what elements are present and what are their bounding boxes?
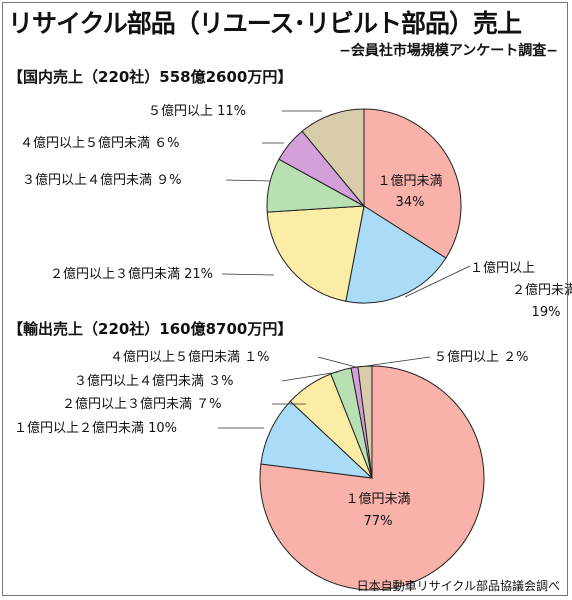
slice-label: １億円以上２億円未満 10% bbox=[14, 420, 177, 436]
export-sales-heading: 【輸出売上（220社）160億8700万円】 bbox=[8, 320, 293, 338]
leader-line bbox=[317, 356, 357, 368]
slice-label: ３億円以上４億円未満 ９% bbox=[22, 172, 182, 188]
pie-slice bbox=[301, 108, 365, 208]
slice-value-label: 34% bbox=[396, 195, 425, 210]
slice-label: ４億円以上５億円未満 ６% bbox=[20, 135, 180, 151]
slice-value-label: 77% bbox=[364, 514, 393, 529]
pie-export: １億円未満 77% １億円以上２億円未満 10% ２億円以上３億円未満 ７% ３億円以上… bbox=[14, 349, 529, 591]
leader-line bbox=[404, 265, 471, 298]
slice-value-label: 19% bbox=[532, 305, 561, 320]
slice-label: ２億円未満 bbox=[512, 282, 572, 298]
source-note: 日本自動車リサイクル部品協議会調べ bbox=[356, 579, 560, 593]
slice-label: ３億円以上４億円未満 ３% bbox=[74, 373, 234, 389]
slice-label: １億円未満 bbox=[345, 491, 410, 507]
slice-label: ２億円以上３億円未満 21% bbox=[50, 266, 213, 282]
pie-slice bbox=[345, 205, 447, 304]
slice-label: ５億円以上 ２% bbox=[434, 349, 529, 365]
leader-line bbox=[281, 371, 339, 382]
slice-label: １億円未満 bbox=[377, 173, 442, 189]
chart-title: リサイクル部品（リユース･リビルト部品）売上 bbox=[8, 9, 522, 38]
slice-label: ５億円以上 11% bbox=[148, 103, 246, 119]
pie-slice bbox=[266, 205, 365, 302]
slice-label: ４億円以上５億円未満 １% bbox=[110, 349, 270, 365]
domestic-sales-heading: 【国内売上（220社）558億2600万円】 bbox=[8, 68, 293, 86]
leader-line bbox=[365, 356, 431, 367]
pie-slice bbox=[357, 365, 373, 479]
leader-line bbox=[225, 179, 271, 182]
chart-frame bbox=[2, 2, 568, 596]
chart-subtitle: −会員社市場規模アンケート調査− bbox=[339, 43, 558, 59]
pie-slice bbox=[363, 108, 462, 259]
leader-line bbox=[221, 273, 275, 276]
slice-label: １億円以上 bbox=[470, 260, 535, 276]
pie-domestic: １億円未満 34% １億円以上 ２億円未満 19% ２億円以上３億円未満 21% ３億円以上… bbox=[20, 103, 572, 320]
slice-label: ２億円以上３億円未満 ７% bbox=[62, 396, 222, 412]
